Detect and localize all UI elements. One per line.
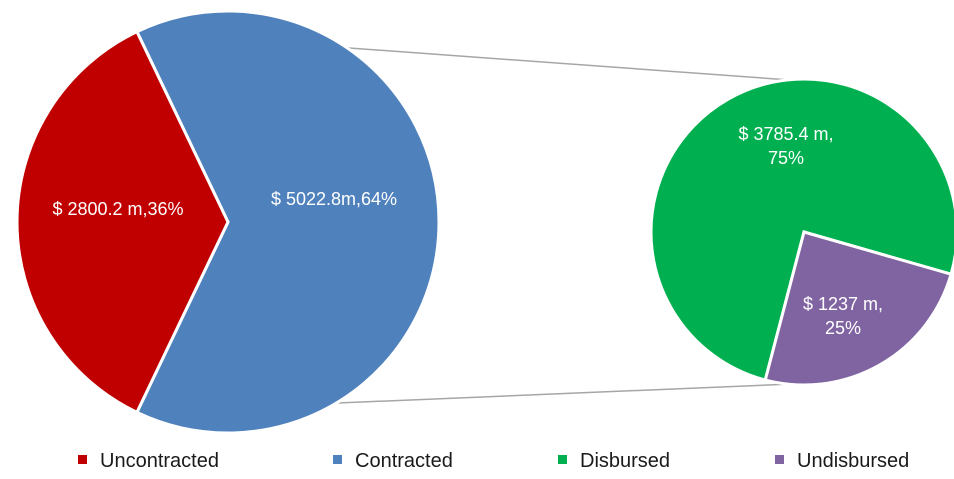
sub-pie: $ 3785.4 m, 75% $ 1237 m, 25% [649, 77, 954, 387]
legend-label: Disbursed [580, 450, 670, 472]
legend-label: Contracted [355, 450, 453, 472]
pie-slice-disbursed [649, 77, 954, 382]
legend-item-disbursed: Disbursed [558, 450, 670, 472]
legend-label: Undisbursed [797, 450, 909, 472]
slice-label-contracted: $ 5022.8m,64% [271, 189, 397, 209]
slice-label-undisbursed: $ 1237 m, 25% [803, 294, 883, 338]
pie-slice-uncontracted [15, 29, 230, 415]
legend: Uncontracted Contracted Disbursed Undisburs… [78, 450, 909, 472]
legend-swatch [775, 455, 784, 464]
legend-swatch [78, 455, 87, 464]
slice-label-disbursed: $ 3785.4 m, 75% [738, 124, 833, 168]
legend-swatch [333, 455, 342, 464]
slice-label-uncontracted: $ 2800.2 m,36% [52, 199, 183, 219]
legend-item-contracted: Contracted [333, 450, 453, 472]
pie-slice-undisbursed [763, 230, 953, 387]
pie-slice-contracted [134, 9, 441, 435]
legend-item-uncontracted: Uncontracted [78, 450, 219, 472]
main-pie: $ 2800.2 m,36% $ 5022.8m,64% [15, 9, 441, 435]
legend-item-undisbursed: Undisbursed [775, 450, 909, 472]
legend-label: Uncontracted [100, 450, 219, 472]
legend-swatch [558, 455, 567, 464]
